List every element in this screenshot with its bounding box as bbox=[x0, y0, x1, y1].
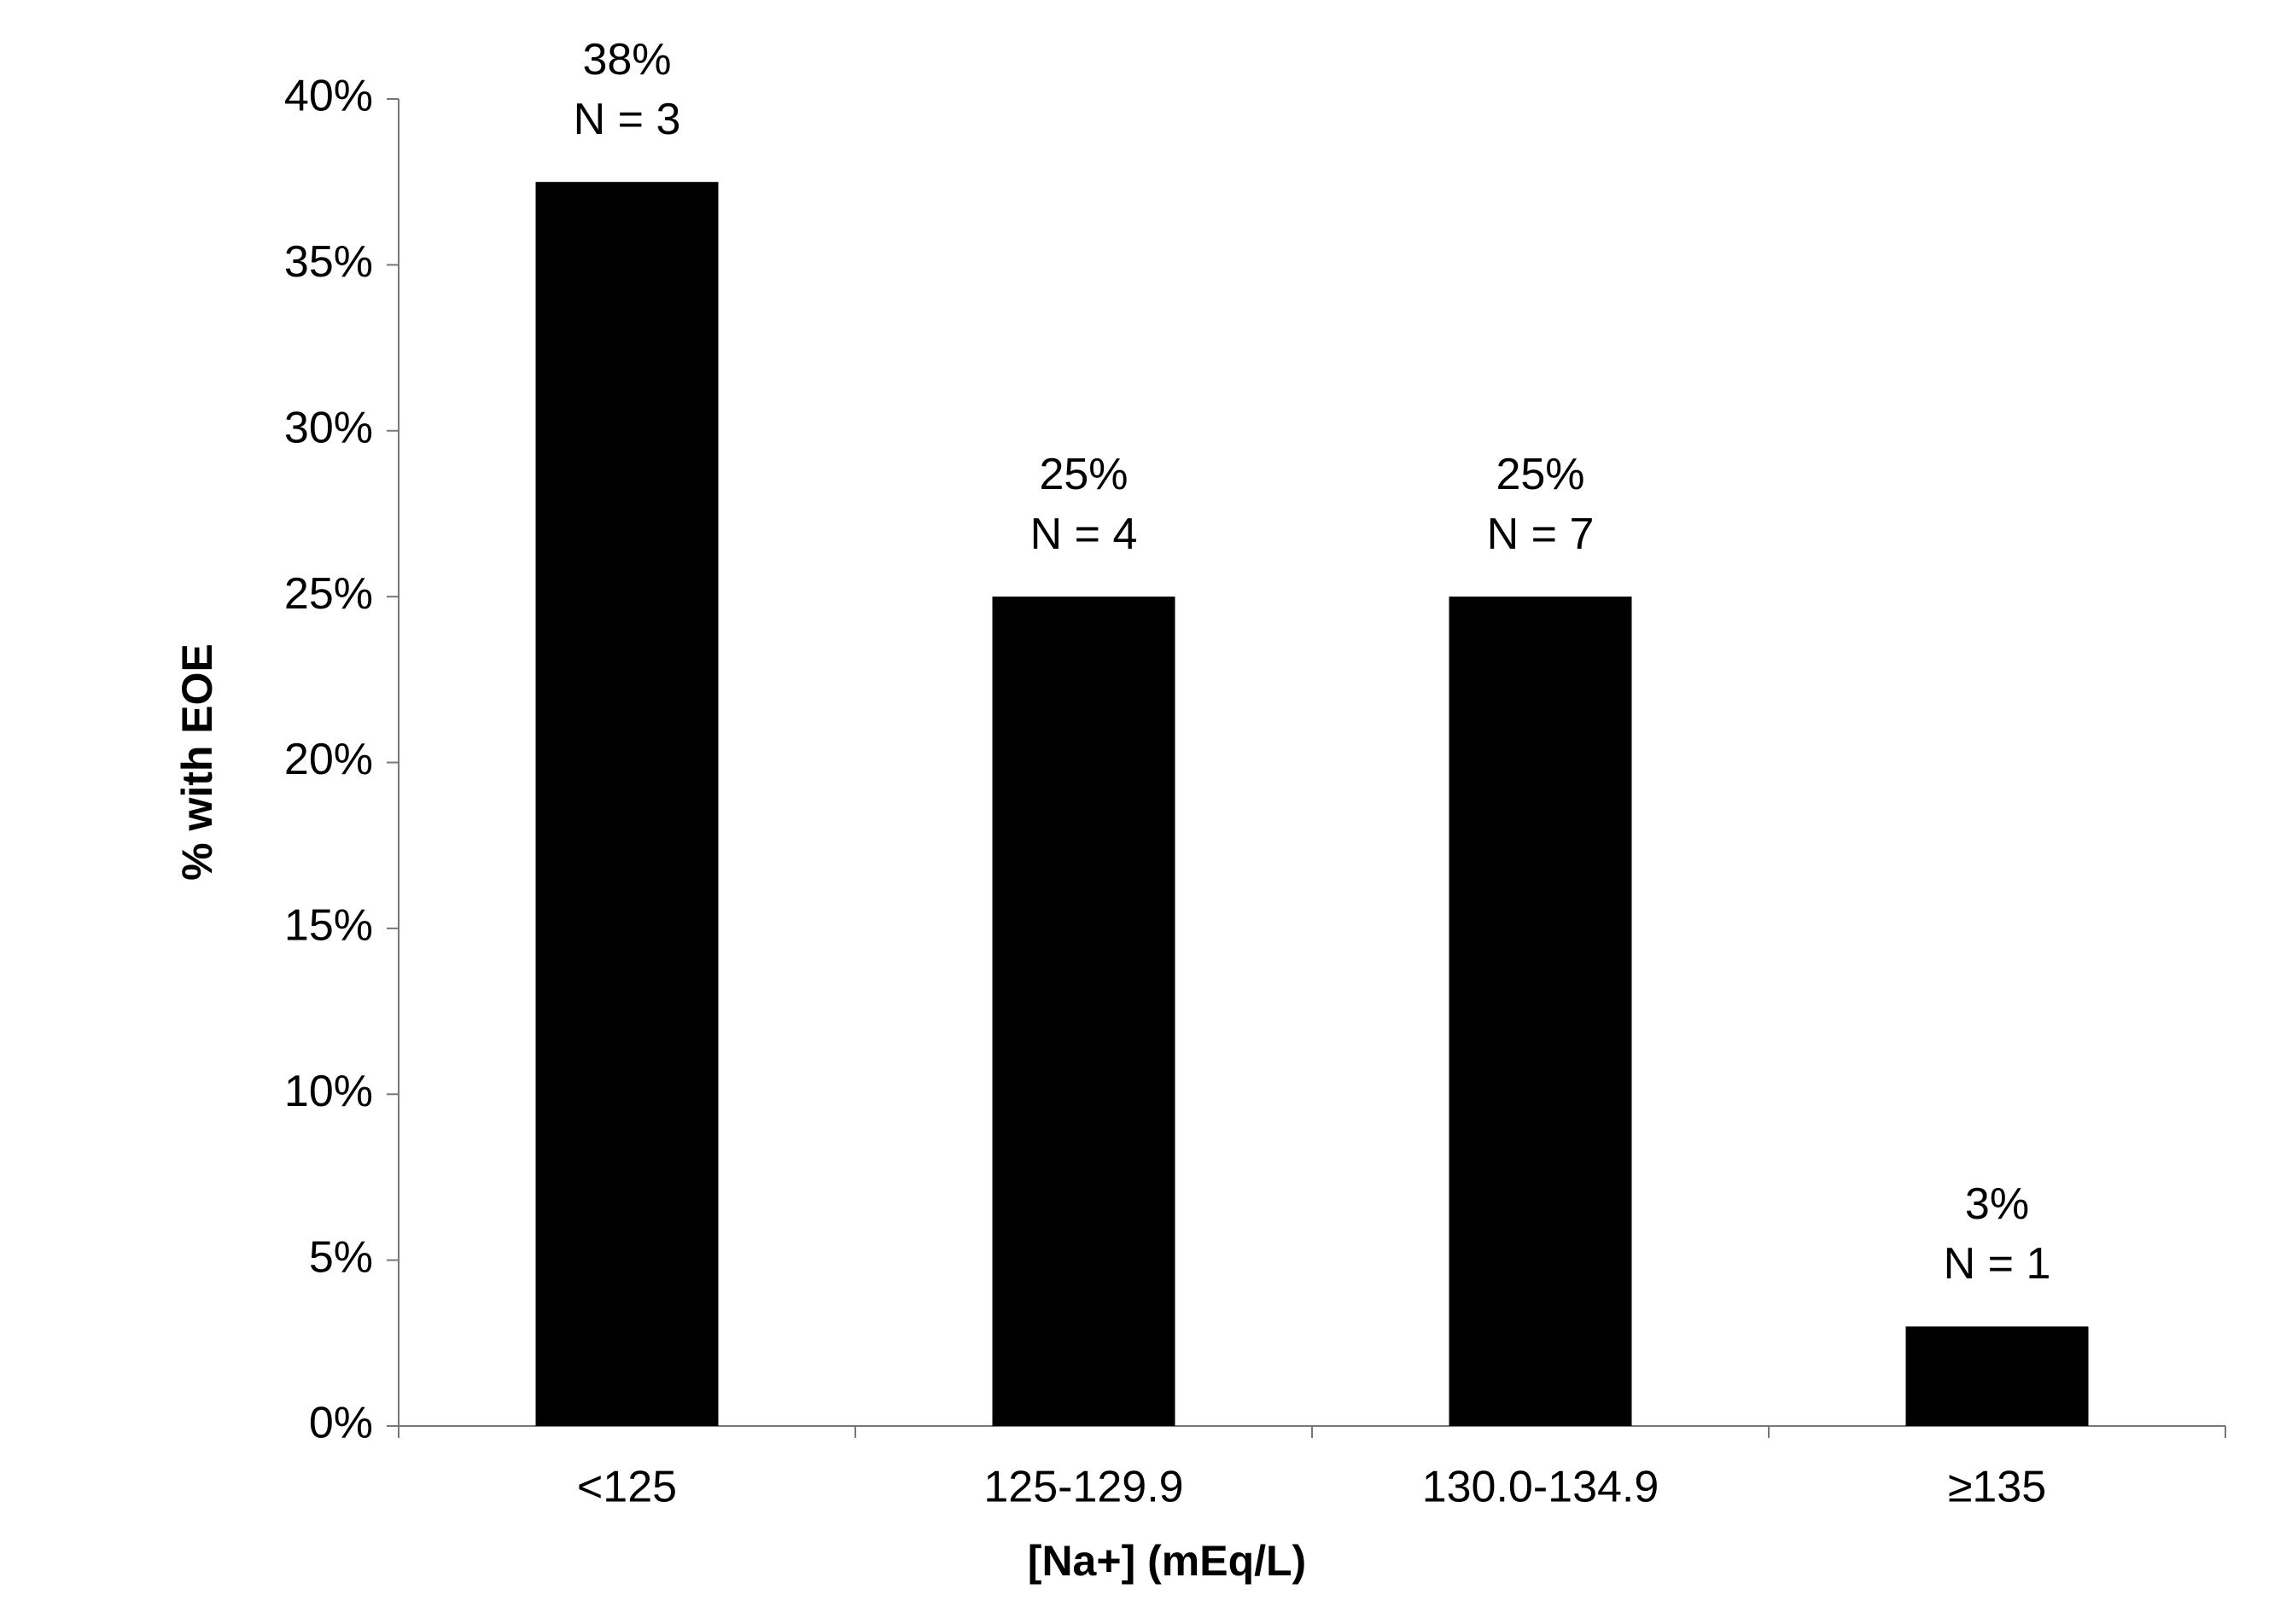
y-tick-label: 5% bbox=[309, 1232, 373, 1282]
count-label: N = 3 bbox=[574, 95, 681, 144]
count-label: N = 4 bbox=[1030, 509, 1138, 559]
y-tick-label: 35% bbox=[284, 237, 373, 287]
y-axis-title: % with EOE bbox=[173, 643, 221, 881]
y-tick-label: 20% bbox=[284, 735, 373, 784]
count-label: N = 7 bbox=[1487, 509, 1595, 559]
y-tick-label: 30% bbox=[284, 403, 373, 452]
y-tick-label: 15% bbox=[284, 901, 373, 951]
y-tick-label: 40% bbox=[284, 72, 373, 121]
bar bbox=[992, 597, 1175, 1426]
y-tick-label: 25% bbox=[284, 569, 373, 619]
bar bbox=[1449, 597, 1632, 1426]
x-tick-label: 130.0-134.9 bbox=[1422, 1463, 1659, 1512]
value-label: 38% bbox=[582, 35, 671, 84]
x-axis-title: [Na+] (mEq/L) bbox=[1028, 1537, 1306, 1585]
bar bbox=[1905, 1326, 2089, 1426]
x-tick-label: ≥135 bbox=[1948, 1463, 2046, 1512]
x-tick-label: 125-129.9 bbox=[983, 1463, 1183, 1512]
y-tick-label: 0% bbox=[309, 1399, 373, 1448]
bar bbox=[535, 182, 719, 1426]
y-tick-label: 10% bbox=[284, 1067, 373, 1116]
value-label: 3% bbox=[1965, 1179, 2029, 1229]
value-label: 25% bbox=[1039, 450, 1128, 499]
count-label: N = 1 bbox=[1944, 1239, 2051, 1289]
value-label: 25% bbox=[1496, 450, 1584, 499]
x-tick-label: <125 bbox=[577, 1463, 677, 1512]
